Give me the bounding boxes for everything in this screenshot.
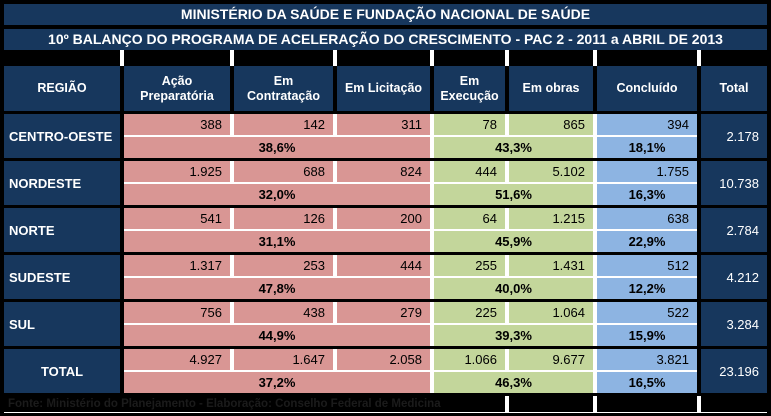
percent-cell: 12,2% <box>597 278 697 299</box>
region-cell: TOTAL <box>4 349 120 393</box>
region-cell: NORTE <box>4 208 120 252</box>
region-cell: SUL <box>4 302 120 346</box>
value-cell: 78 <box>434 114 505 135</box>
percent-cell: 38,6% <box>124 137 430 158</box>
value-cell: 255 <box>434 255 505 276</box>
percent-cell: 43,3% <box>434 137 593 158</box>
value-cell: 126 <box>234 208 333 229</box>
value-cell: 311 <box>337 114 430 135</box>
total-cell: 23.196 <box>701 349 767 393</box>
total-cell: 2.178 <box>701 114 767 158</box>
value-cell: 5.102 <box>509 161 593 182</box>
percent-cell: 22,9% <box>597 231 697 252</box>
region-cell: CENTRO-OESTE <box>4 114 120 158</box>
value-cell: 522 <box>597 302 697 323</box>
column-header-row: REGIÃO Ação Preparatória Em Contratação … <box>4 66 767 111</box>
source-note: Fonte: Ministério do Planejamento - Elab… <box>4 396 505 412</box>
table-row-nordeste: NORDESTE 1.925 688 824 444 5.102 1.755 3… <box>4 161 767 205</box>
value-cell: 200 <box>337 208 430 229</box>
column-header-em-licitacao: Em Licitação <box>337 66 430 111</box>
value-cell: 865 <box>509 114 593 135</box>
percent-cell: 45,9% <box>434 231 593 252</box>
total-cell: 2.784 <box>701 208 767 252</box>
value-cell: 1.755 <box>597 161 697 182</box>
percent-cell: 16,3% <box>597 184 697 205</box>
value-cell: 4.927 <box>124 349 230 370</box>
column-header-total: Total <box>701 66 767 111</box>
value-cell: 444 <box>434 161 505 182</box>
region-cell: NORDESTE <box>4 161 120 205</box>
percent-cell: 18,1% <box>597 137 697 158</box>
value-cell: 1.925 <box>124 161 230 182</box>
percent-cell: 39,3% <box>434 325 593 346</box>
percent-cell: 16,5% <box>597 372 697 393</box>
percent-cell: 47,8% <box>124 278 430 299</box>
percent-cell: 37,2% <box>124 372 430 393</box>
value-cell: 9.677 <box>509 349 593 370</box>
value-cell: 1.066 <box>434 349 505 370</box>
value-cell: 3.821 <box>597 349 697 370</box>
column-header-em-contratacao: Em Contratação <box>234 66 333 111</box>
value-cell: 1.064 <box>509 302 593 323</box>
percent-cell: 40,0% <box>434 278 593 299</box>
value-cell: 253 <box>234 255 333 276</box>
region-cell: SUDESTE <box>4 255 120 299</box>
percent-cell: 31,1% <box>124 231 430 252</box>
value-cell: 394 <box>597 114 697 135</box>
value-cell: 512 <box>597 255 697 276</box>
value-cell: 756 <box>124 302 230 323</box>
value-cell: 225 <box>434 302 505 323</box>
column-header-regiao: REGIÃO <box>4 66 120 111</box>
percent-cell: 15,9% <box>597 325 697 346</box>
total-cell: 10.738 <box>701 161 767 205</box>
column-header-concluido: Concluído <box>597 66 697 111</box>
title-bar: MINISTÉRIO DA SAÚDE E FUNDAÇÃO NACIONAL … <box>4 4 767 25</box>
total-cell: 4.212 <box>701 255 767 299</box>
column-header-em-obras: Em obras <box>509 66 593 111</box>
percent-cell: 51,6% <box>434 184 593 205</box>
value-cell: 638 <box>597 208 697 229</box>
table-row-sul: SUL 756 438 279 225 1.064 522 44,9% 39,3… <box>4 302 767 346</box>
subtitle-bar: 10º BALANÇO DO PROGRAMA DE ACELERAÇÃO DO… <box>4 29 767 50</box>
percent-cell: 32,0% <box>124 184 430 205</box>
footer-band: Fonte: Ministério do Planejamento - Elab… <box>4 396 767 413</box>
value-cell: 688 <box>234 161 333 182</box>
table-row-sudeste: SUDESTE 1.317 253 444 255 1.431 512 47,8… <box>4 255 767 299</box>
value-cell: 438 <box>234 302 333 323</box>
value-cell: 388 <box>124 114 230 135</box>
total-cell: 3.284 <box>701 302 767 346</box>
value-cell: 824 <box>337 161 430 182</box>
spacer-band <box>4 50 767 66</box>
value-cell: 279 <box>337 302 430 323</box>
table-row-norte: NORTE 541 126 200 64 1.215 638 31,1% 45,… <box>4 208 767 252</box>
value-cell: 541 <box>124 208 230 229</box>
value-cell: 444 <box>337 255 430 276</box>
value-cell: 1.317 <box>124 255 230 276</box>
column-header-em-execucao: Em Execução <box>434 66 505 111</box>
percent-cell: 46,3% <box>434 372 593 393</box>
table-row-centro-oeste: CENTRO-OESTE 388 142 311 78 865 394 38,6… <box>4 114 767 158</box>
column-header-acao-preparatoria: Ação Preparatória <box>124 66 230 111</box>
percent-cell: 44,9% <box>124 325 430 346</box>
value-cell: 2.058 <box>337 349 430 370</box>
value-cell: 64 <box>434 208 505 229</box>
value-cell: 142 <box>234 114 333 135</box>
table-row-total: TOTAL 4.927 1.647 2.058 1.066 9.677 3.82… <box>4 349 767 393</box>
value-cell: 1.431 <box>509 255 593 276</box>
value-cell: 1.215 <box>509 208 593 229</box>
value-cell: 1.647 <box>234 349 333 370</box>
